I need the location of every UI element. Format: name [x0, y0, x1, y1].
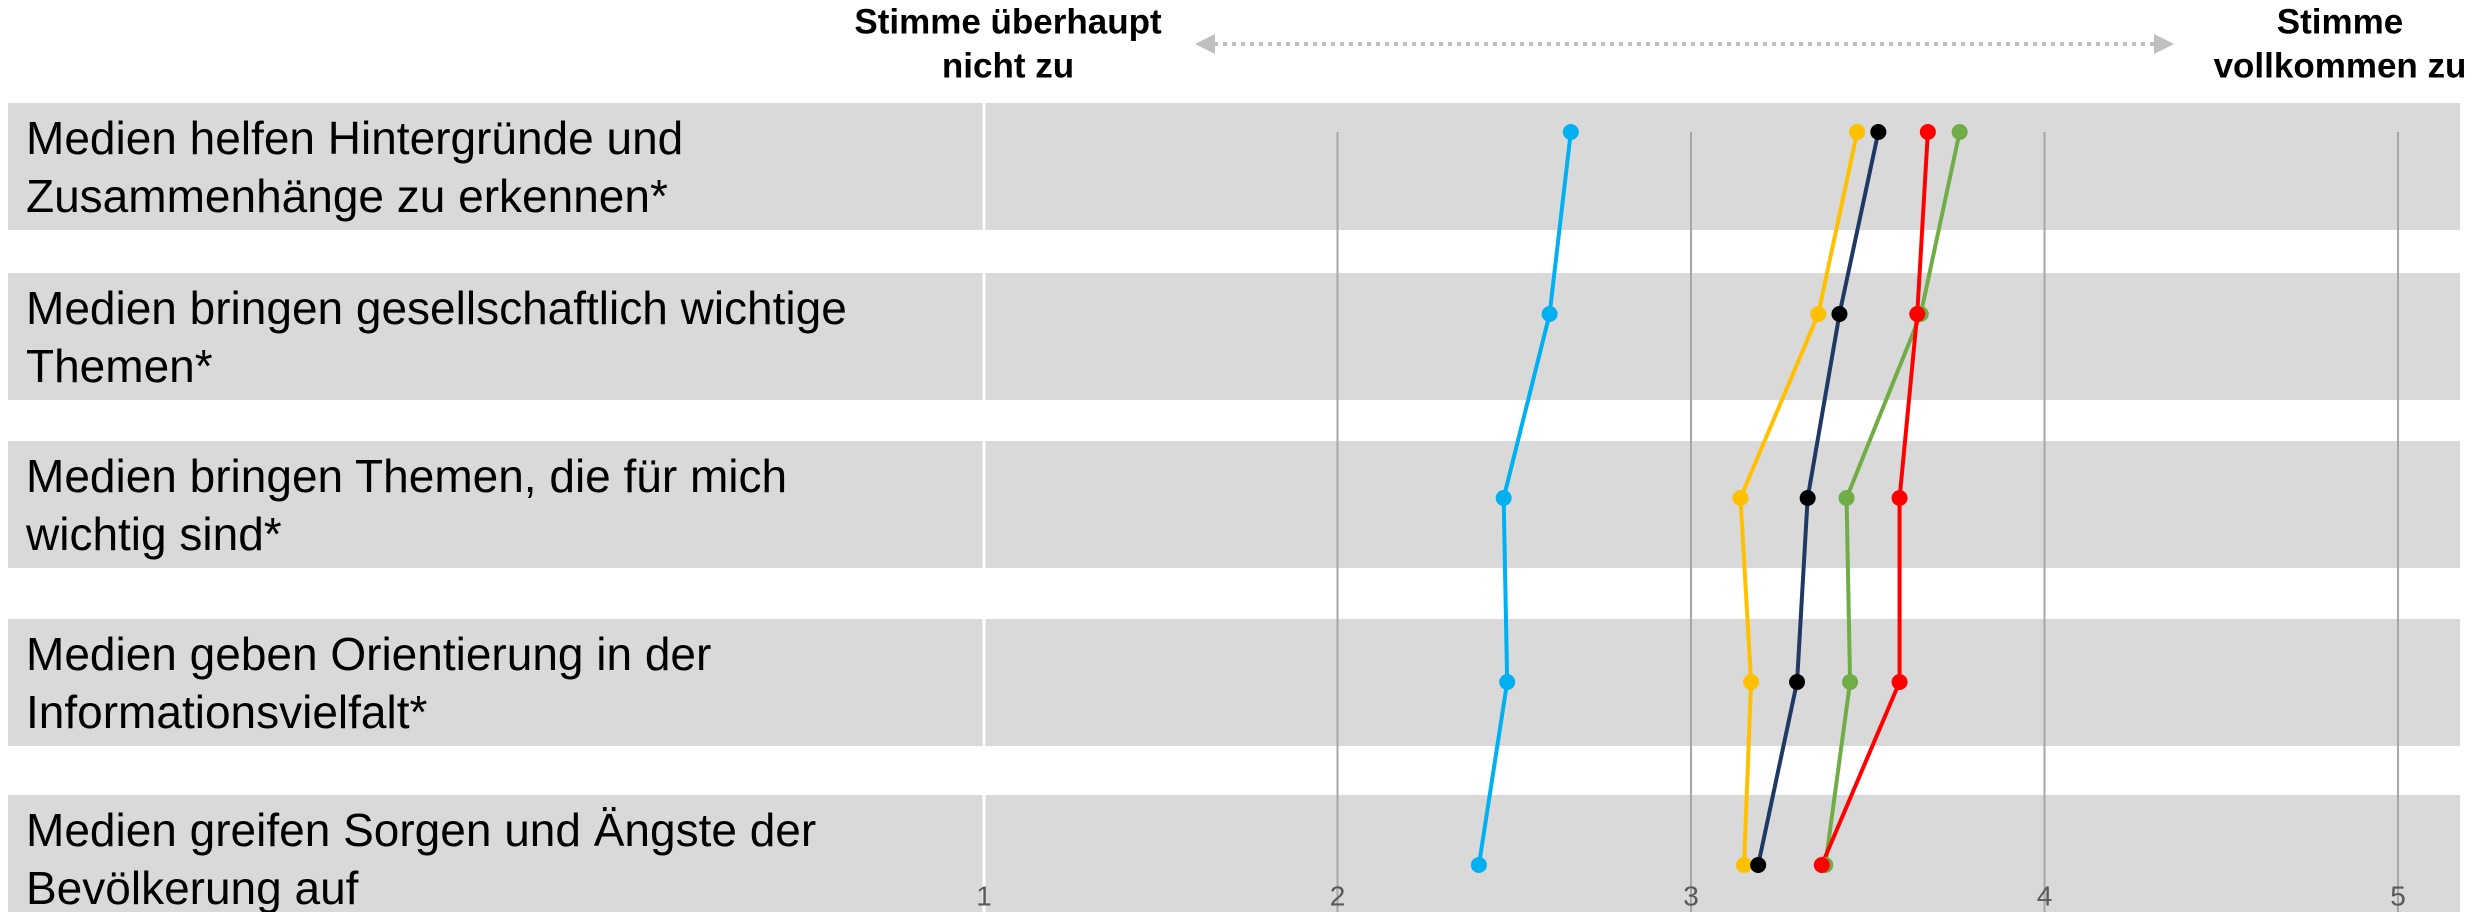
- row-band: [8, 619, 2460, 746]
- data-point: [1919, 124, 1936, 140]
- data-point: [1789, 674, 1806, 690]
- data-point: [1799, 490, 1816, 506]
- data-point: [1813, 857, 1830, 873]
- category-label: Medien geben Orientierung in der Informa…: [26, 628, 712, 738]
- data-point: [1495, 490, 1512, 506]
- data-point: [1831, 306, 1848, 322]
- data-point: [1541, 306, 1558, 322]
- row-band: [8, 795, 2460, 912]
- row-band: [8, 441, 2460, 568]
- category-label: Medien helfen Hintergründe und Zusammenh…: [26, 112, 684, 222]
- data-point: [1849, 124, 1866, 140]
- data-point: [1499, 674, 1516, 690]
- data-point: [1951, 124, 1968, 140]
- data-point: [1870, 124, 1887, 140]
- category-label: Medien greifen Sorgen und Ängste der Bev…: [26, 804, 817, 912]
- category-label: Medien bringen Themen, die für mich wich…: [26, 450, 788, 560]
- data-point: [1909, 306, 1926, 322]
- data-point: [1732, 490, 1749, 506]
- x-tick-label: 1: [976, 880, 992, 911]
- row-band: [8, 103, 2460, 230]
- data-point: [1891, 490, 1908, 506]
- data-point: [1736, 857, 1753, 873]
- scale-label: nicht zu: [942, 46, 1074, 85]
- data-point: [1470, 857, 1487, 873]
- scale-label: Stimme: [2277, 2, 2403, 41]
- x-tick-label: 3: [1683, 880, 1699, 911]
- data-point: [1562, 124, 1579, 140]
- scale-label: Stimme überhaupt: [854, 2, 1162, 41]
- x-tick-label: 4: [2037, 880, 2053, 911]
- category-label: Medien bringen gesellschaftlich wichtige…: [26, 282, 847, 392]
- data-point: [1743, 674, 1760, 690]
- data-point: [1891, 674, 1908, 690]
- x-tick-label: 5: [2390, 880, 2406, 911]
- data-point: [1842, 674, 1859, 690]
- data-point: [1810, 306, 1827, 322]
- scale-label: vollkommen zu: [2214, 46, 2467, 85]
- x-tick-label: 2: [1330, 880, 1346, 911]
- data-point: [1750, 857, 1767, 873]
- row-band: [8, 273, 2460, 400]
- data-point: [1838, 490, 1855, 506]
